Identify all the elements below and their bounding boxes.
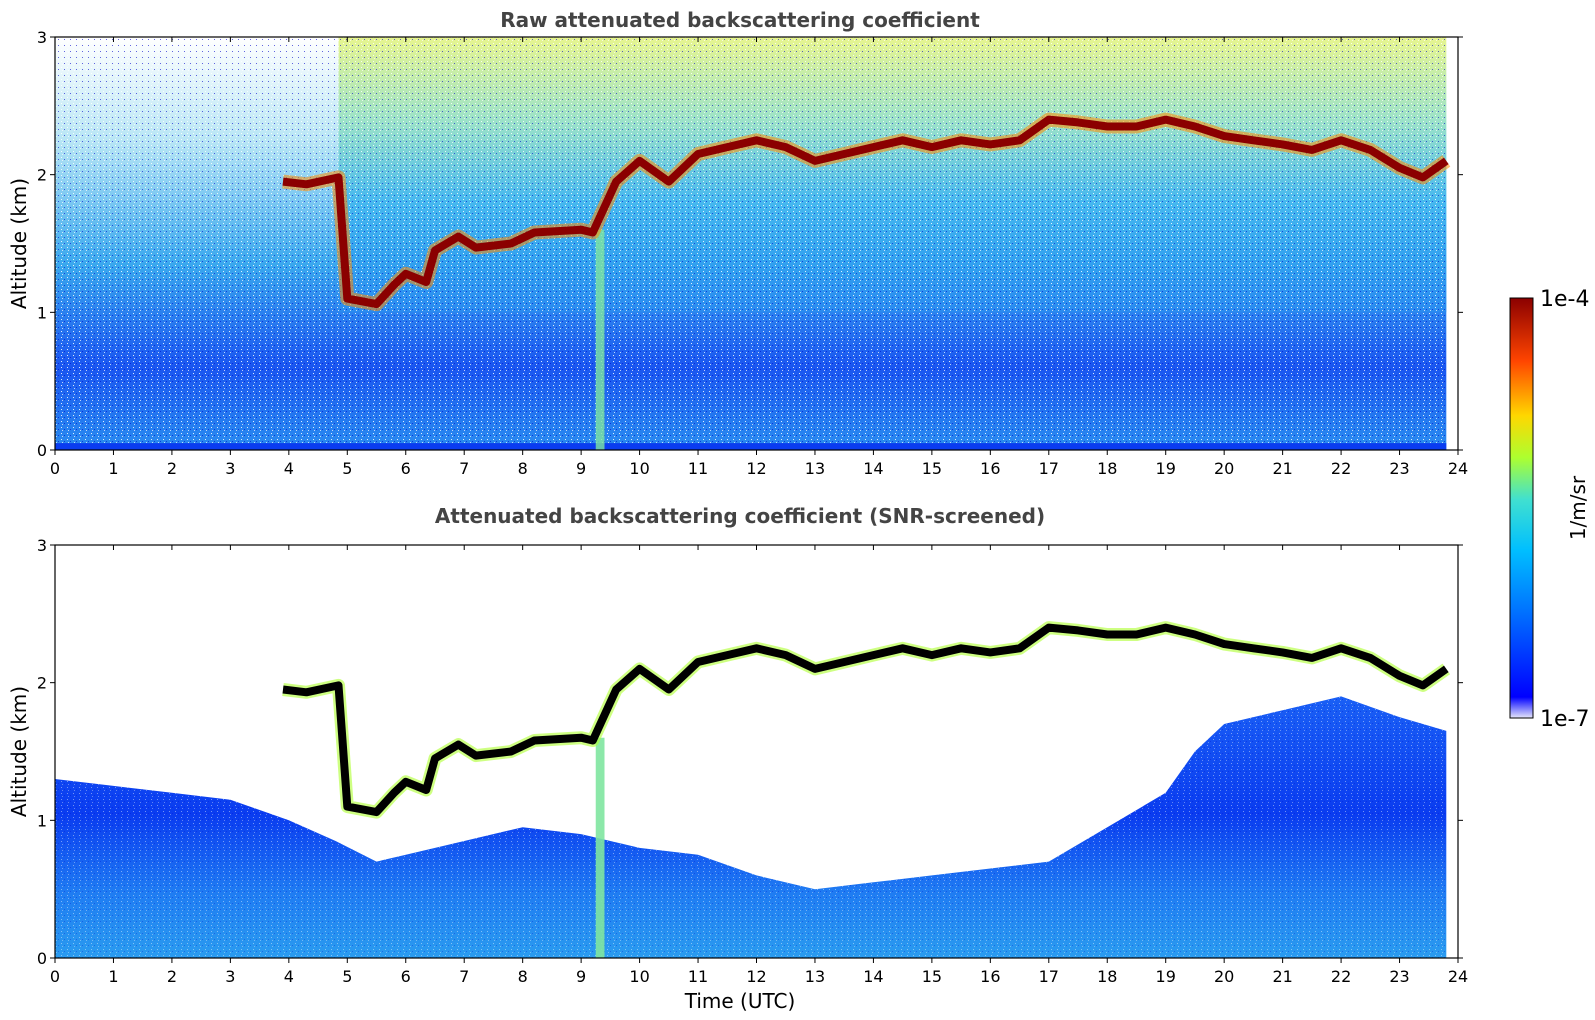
x-tick-label: 16 [980, 459, 1000, 478]
screened-x-ticks: 0 1 2 3 4 5 6 7 8 9 10 11 12 13 14 15 16 17 18 19 20 21 22 23 24 [50, 545, 1468, 986]
screened-y-axis-label: Altitude (km) [7, 686, 31, 817]
screened-panel-title: Attenuated backscattering coefficient (S… [435, 504, 1045, 528]
x-tick-label: 8 [518, 967, 528, 986]
raw-heatmap [55, 37, 1451, 450]
x-tick-label: 19 [1156, 967, 1176, 986]
x-tick-label: 24 [1448, 459, 1468, 478]
x-tick-label: 17 [1039, 459, 1059, 478]
raw-surface-band [55, 443, 1447, 450]
raw-backscatter-panel: Raw attenuated backscattering coefficien… [7, 8, 1468, 478]
x-tick-label: 19 [1156, 459, 1176, 478]
y-tick-label: 0 [37, 441, 47, 460]
x-tick-label: 3 [225, 967, 235, 986]
raw-y-ticks: 0 1 2 3 [37, 28, 1463, 460]
x-tick-label: 7 [459, 459, 469, 478]
x-tick-label: 11 [688, 459, 708, 478]
x-tick-label: 14 [863, 967, 883, 986]
screened-precip-streak [595, 737, 605, 958]
raw-precip-streak [595, 229, 605, 450]
raw-x-ticks: 0 1 2 3 4 5 6 7 8 9 10 11 12 13 14 15 16 17 18 19 20 21 22 23 24 [50, 37, 1468, 478]
x-tick-label: 12 [746, 459, 766, 478]
x-tick-label: 21 [1272, 967, 1292, 986]
x-tick-label: 3 [225, 459, 235, 478]
x-tick-label: 5 [342, 459, 352, 478]
y-tick-label: 3 [37, 536, 47, 555]
x-tick-label: 14 [863, 459, 883, 478]
x-tick-label: 18 [1097, 459, 1117, 478]
raw-cloud-layer [282, 115, 1449, 309]
x-tick-label: 5 [342, 967, 352, 986]
x-tick-label: 15 [922, 459, 942, 478]
x-tick-label: 2 [167, 459, 177, 478]
x-tick-label: 13 [805, 967, 825, 986]
x-tick-label: 10 [629, 967, 649, 986]
y-tick-label: 2 [37, 674, 47, 693]
raw-noise-speckle [55, 37, 1447, 450]
colorbar-max-label: 1e-4 [1540, 287, 1589, 312]
time-axis-label: Time (UTC) [684, 989, 796, 1013]
x-tick-label: 4 [284, 459, 294, 478]
x-tick-label: 1 [108, 967, 118, 986]
screened-backscatter-panel: Attenuated backscattering coefficient (S… [7, 504, 1468, 1013]
y-tick-label: 1 [37, 811, 47, 830]
x-tick-label: 22 [1331, 459, 1351, 478]
x-tick-label: 8 [518, 459, 528, 478]
x-tick-label: 23 [1389, 967, 1409, 986]
screened-heatmap [55, 621, 1451, 958]
x-tick-label: 16 [980, 967, 1000, 986]
x-tick-label: 20 [1214, 967, 1234, 986]
x-tick-label: 23 [1389, 459, 1409, 478]
screened-y-ticks: 0 1 2 3 [37, 536, 1463, 968]
x-tick-label: 0 [50, 459, 60, 478]
screened-boundary-speckle [55, 696, 1447, 958]
x-tick-label: 7 [459, 967, 469, 986]
x-tick-label: 1 [108, 459, 118, 478]
colorbar: 1e-4 1e-7 1/m/sr [1509, 287, 1590, 732]
x-tick-label: 13 [805, 459, 825, 478]
colorbar-gradient [1509, 297, 1534, 719]
x-tick-label: 9 [576, 459, 586, 478]
screened-cloud-layer [282, 623, 1449, 817]
colorbar-units-label: 1/m/sr [1566, 475, 1590, 540]
y-tick-label: 2 [37, 166, 47, 185]
x-tick-label: 6 [401, 459, 411, 478]
raw-panel-title: Raw attenuated backscattering coefficien… [500, 8, 980, 32]
y-tick-label: 1 [37, 303, 47, 322]
x-tick-label: 20 [1214, 459, 1234, 478]
x-tick-label: 2 [167, 967, 177, 986]
x-tick-label: 11 [688, 967, 708, 986]
x-tick-label: 10 [629, 459, 649, 478]
x-tick-label: 18 [1097, 967, 1117, 986]
x-tick-label: 9 [576, 967, 586, 986]
x-tick-label: 21 [1272, 459, 1292, 478]
x-tick-label: 22 [1331, 967, 1351, 986]
x-tick-label: 0 [50, 967, 60, 986]
x-tick-label: 17 [1039, 967, 1059, 986]
colorbar-min-label: 1e-7 [1540, 707, 1589, 732]
x-tick-label: 24 [1448, 967, 1468, 986]
x-tick-label: 12 [746, 967, 766, 986]
x-tick-label: 4 [284, 967, 294, 986]
y-tick-label: 0 [37, 949, 47, 968]
x-tick-label: 15 [922, 967, 942, 986]
raw-y-axis-label: Altitude (km) [7, 178, 31, 309]
y-tick-label: 3 [37, 28, 47, 47]
x-tick-label: 6 [401, 967, 411, 986]
